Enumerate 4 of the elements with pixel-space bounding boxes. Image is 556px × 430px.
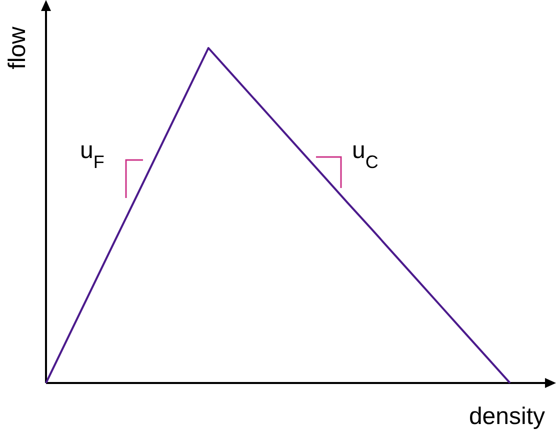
annotation: u$_{F}$ (80, 137, 104, 172)
annotation: u$_{C}$ (352, 137, 378, 172)
y-axis-title: flow (4, 26, 31, 70)
x-axis-title: density (468, 403, 545, 430)
